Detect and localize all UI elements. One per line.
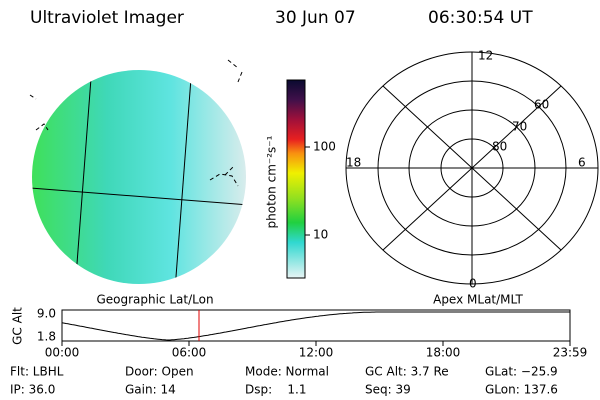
- caption: Geographic Lat/Lon: [96, 293, 213, 307]
- altitude-label: GC Alt: [11, 307, 25, 345]
- status-field: Flt: LBHL: [10, 365, 64, 379]
- mlat-label: 60: [534, 98, 549, 112]
- time: 06:30:54 UT: [428, 8, 533, 28]
- status-field: Gain: 14: [125, 383, 176, 397]
- status-field: Seq: 39: [365, 383, 411, 397]
- date: 30 Jun 07: [275, 8, 356, 28]
- x-tick-label: 12:00: [299, 346, 334, 360]
- mlt-label: 6: [578, 156, 586, 170]
- altitude-tick: 9.0: [37, 307, 56, 321]
- mlat-label: 80: [492, 140, 507, 154]
- altitude-plot: [61, 309, 571, 342]
- colorbar-tick: 100: [313, 140, 336, 154]
- mlt-label: 0: [469, 277, 477, 291]
- altitude-tick: 1.8: [37, 330, 56, 344]
- colorbar-tick: 10: [313, 228, 328, 242]
- colorbar: 100 10 photon cm⁻²s⁻¹: [265, 79, 336, 279]
- earth-image: [29, 59, 246, 284]
- status-field: GC Alt: 3.7 Re: [365, 365, 449, 379]
- colorbar-label: photon cm⁻²s⁻¹: [265, 135, 279, 228]
- mlt-label: 18: [346, 156, 361, 170]
- mlat-label: 70: [512, 120, 527, 134]
- x-tick-label: 00:00: [45, 346, 80, 360]
- status-field: Door: Open: [125, 365, 194, 379]
- caption: Apex MLat/MLT: [433, 293, 523, 307]
- title: Ultraviolet Imager: [30, 8, 184, 28]
- status-field: GLat: −25.9: [485, 365, 558, 379]
- x-tick-label: 18:00: [426, 346, 461, 360]
- status-field: Mode: Normal: [245, 365, 329, 379]
- mlt-label: 12: [478, 49, 493, 63]
- x-tick-label: 23:59: [553, 346, 588, 360]
- status-field: Dsp: 1.1: [245, 383, 307, 397]
- x-tick-label: 06:00: [172, 346, 207, 360]
- polar-plot: [345, 51, 599, 285]
- status-field: IP: 36.0: [10, 383, 55, 397]
- status-field: GLon: 137.6: [485, 383, 558, 397]
